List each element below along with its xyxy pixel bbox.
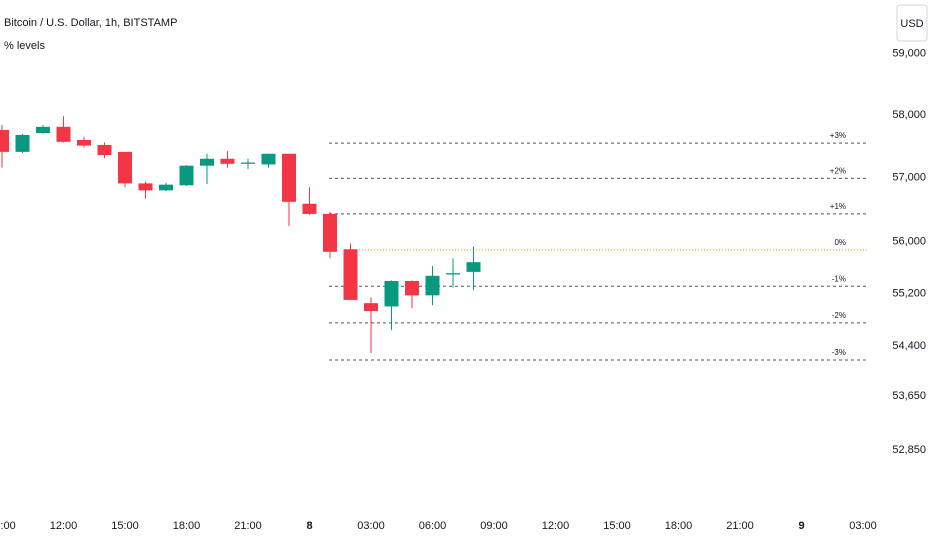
x-tick-label: 21:00 (726, 520, 754, 532)
y-tick-label: 59,000 (892, 47, 926, 59)
x-tick-label: 8 (306, 520, 312, 532)
candle-body (282, 153, 296, 202)
y-tick-label: 57,000 (892, 172, 926, 184)
y-tick-label: 58,000 (892, 109, 926, 121)
x-tick-label: 03:00 (357, 520, 385, 532)
chart-title: Bitcoin / U.S. Dollar, 1h, BITSTAMP (4, 17, 177, 29)
candle-body (323, 213, 337, 252)
x-tick-label: 03:00 (849, 520, 877, 532)
x-tick-label: 15:00 (603, 520, 631, 532)
percent-level-label: -3% (832, 348, 846, 357)
y-tick-label: 54,400 (892, 340, 926, 352)
x-tick-label: 18:00 (665, 520, 693, 532)
y-tick-label: 55,200 (892, 287, 926, 299)
y-tick-label: 56,000 (892, 235, 926, 247)
candle-body (405, 280, 419, 296)
candle-body (364, 303, 378, 312)
x-tick-label: 06:00 (419, 520, 447, 532)
x-tick-label: 09:00 (480, 520, 508, 532)
candle-body (118, 151, 132, 184)
candle-body (446, 273, 460, 275)
x-tick-label: 09:00 (0, 520, 16, 532)
axes: 59,000 58,000 57,000 56,000 55,200 54,400 53,6… (0, 47, 926, 532)
percent-level-label: -2% (832, 311, 846, 320)
x-tick-label: 18:00 (173, 520, 201, 532)
x-tick-label: 12:00 (50, 520, 78, 532)
candle-body (179, 165, 194, 186)
percent-level-label: +2% (830, 166, 846, 175)
candle-body (466, 262, 481, 272)
percent-level-label: +1% (830, 202, 846, 211)
candle-body (261, 153, 276, 165)
y-tick-label: 53,650 (892, 390, 926, 402)
plot-area: +3% +2% +1% 0% -1% -2% -3% (0, 116, 868, 361)
percent-level-label: -1% (832, 274, 846, 283)
currency-button[interactable] (896, 4, 928, 42)
candle-body (77, 139, 91, 146)
candle-body (97, 144, 112, 156)
candle-body (56, 126, 71, 142)
candle-body (138, 183, 153, 191)
candle-body (159, 184, 173, 191)
candle-body (343, 249, 358, 300)
candle-body (220, 158, 235, 164)
candle-body (36, 126, 50, 134)
candle-body (425, 275, 440, 296)
candle-body (302, 203, 317, 214)
candle-body (384, 280, 399, 307)
candle-body (15, 134, 30, 152)
x-tick-label: 9 (798, 520, 804, 532)
percent-level-label: +3% (830, 131, 846, 140)
candle-body (200, 158, 214, 166)
percent-level-label: 0% (834, 238, 846, 247)
candle-body (241, 162, 255, 164)
y-tick-label: 52,850 (892, 444, 926, 456)
x-tick-label: 21:00 (234, 520, 262, 532)
candle-body (0, 129, 9, 152)
x-tick-label: 15:00 (111, 520, 139, 532)
currency-label[interactable]: USD (900, 18, 923, 30)
indicator-name: % levels (4, 40, 45, 52)
x-tick-label: 12:00 (542, 520, 570, 532)
